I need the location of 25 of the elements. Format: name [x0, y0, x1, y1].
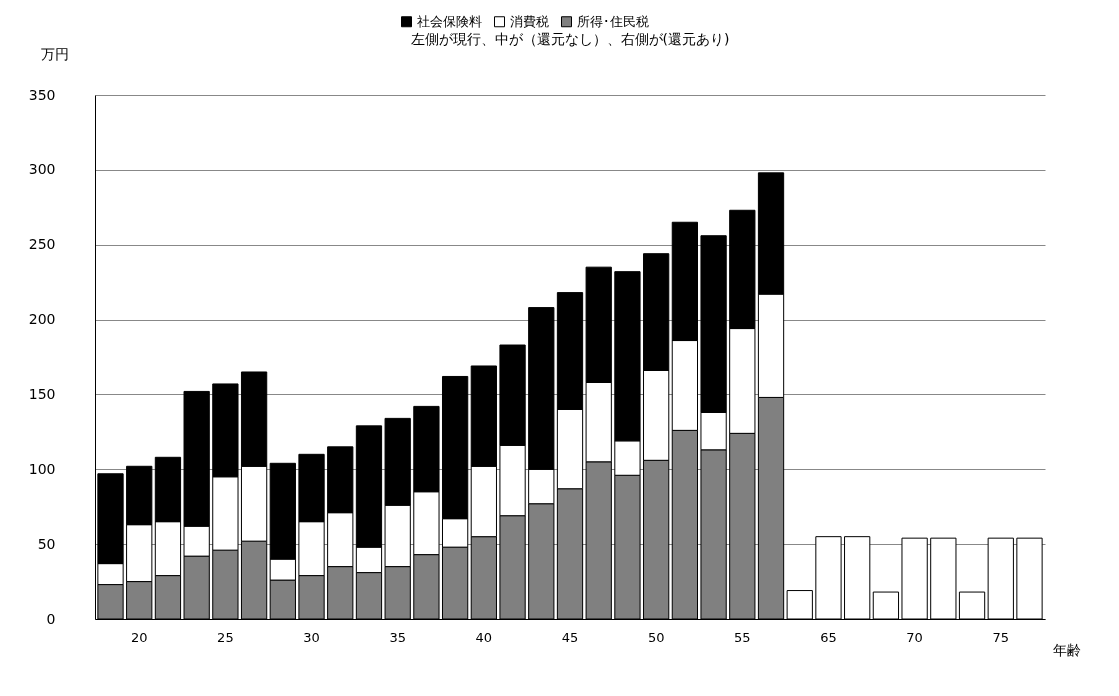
x-tick-label: 45	[561, 629, 579, 645]
x-tick-label: 20	[130, 629, 148, 645]
legend-label: 消費税	[510, 13, 549, 29]
y-tick-label: 100	[28, 460, 56, 477]
y-tick-label: 250	[28, 236, 56, 253]
y-tick-label: 150	[28, 385, 56, 402]
x-tick-label: 75	[992, 629, 1010, 645]
x-tick-label: 70	[906, 629, 923, 645]
legend-label: 社会保険料	[417, 13, 482, 29]
chart-title: 左側が現行、中が（還元なし）、右側が(還元あり)	[410, 31, 730, 47]
x-tick-label: 65	[820, 629, 837, 645]
y-tick-label: 0	[46, 610, 56, 627]
x-tick-label: 50	[647, 629, 665, 645]
x-tick-label: 35	[389, 629, 406, 645]
x-tick-label: 55	[734, 629, 751, 645]
y-tick-label: 300	[28, 161, 56, 178]
x-tick-label: 40	[475, 629, 493, 645]
y-tick-label: 350	[28, 86, 56, 103]
y-tick-label: 200	[28, 311, 56, 328]
x-axis-title: 年齢	[1053, 642, 1081, 658]
legend-label: 所得･住民税	[577, 13, 649, 29]
y-tick-label: 50	[37, 535, 56, 552]
x-tick-label: 30	[303, 629, 320, 645]
x-tick-label: 25	[217, 629, 234, 645]
y-axis-title: 万円	[41, 46, 69, 62]
